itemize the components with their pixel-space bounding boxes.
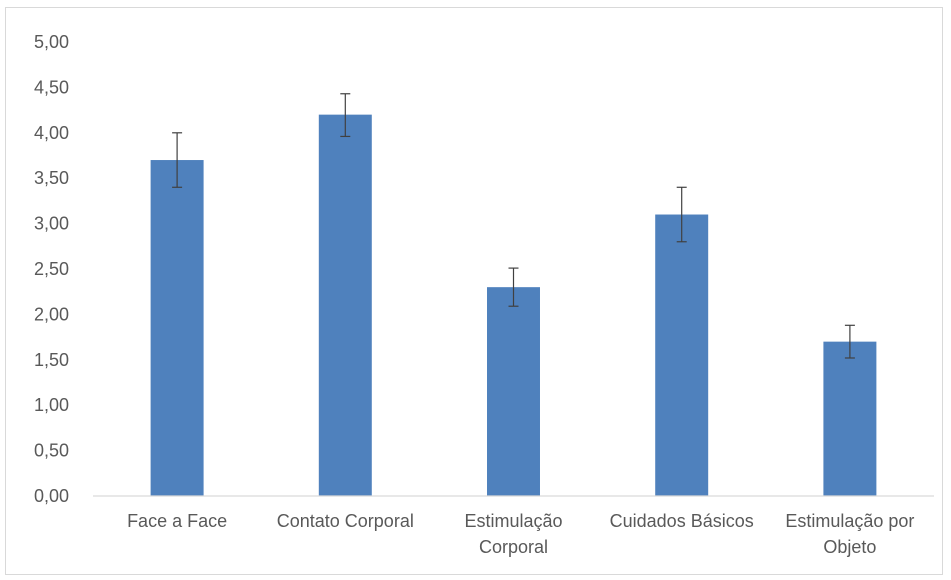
- y-tick-label: 1,00: [34, 395, 69, 415]
- bar: [487, 287, 540, 496]
- x-tick-label: Estimulação por Objeto: [785, 511, 914, 557]
- error-bar: [844, 324, 855, 359]
- y-tick-label: 5,00: [34, 32, 69, 52]
- error-bar: [172, 132, 183, 188]
- error-bar: [340, 93, 351, 138]
- bars: [150, 114, 877, 497]
- error-bar: [676, 186, 687, 243]
- x-tick-label: Cuidados Básicos: [610, 511, 754, 531]
- error-bars: [172, 93, 855, 359]
- y-tick-label: 4,50: [34, 77, 69, 97]
- y-tick-label: 0,50: [34, 441, 69, 461]
- bar: [318, 114, 372, 496]
- y-tick-label: 2,50: [34, 259, 69, 279]
- error-bar: [508, 267, 519, 307]
- bar: [150, 160, 204, 497]
- bar: [655, 214, 709, 496]
- bar-chart: 0,00 0,50 1,00 1,50 2,00 2,50 3,00 3,50 4,00 4,50…: [34, 32, 934, 557]
- bar: [823, 341, 877, 496]
- chart-area: 0,00 0,50 1,00 1,50 2,00 2,50 3,00 3,50 4,00 4,50…: [5, 7, 943, 575]
- x-tick-label: Estimulação Corporal: [464, 511, 562, 557]
- x-tick-label: Contato Corporal: [277, 511, 414, 531]
- y-tick-label: 2,00: [34, 304, 69, 324]
- y-tick-label: 3,00: [34, 214, 69, 234]
- x-tick-label: Face a Face: [127, 511, 227, 531]
- y-tick-label: 4,00: [34, 123, 69, 143]
- y-tick-label: 0,00: [34, 486, 69, 506]
- y-tick-label: 1,50: [34, 350, 69, 370]
- y-tick-label: 3,50: [34, 168, 69, 188]
- y-axis: 0,00 0,50 1,00 1,50 2,00 2,50 3,00 3,50 4,00 4,50…: [34, 32, 69, 506]
- x-axis-labels: Face a Face Contato Corporal Estimulação Co…: [127, 511, 914, 557]
